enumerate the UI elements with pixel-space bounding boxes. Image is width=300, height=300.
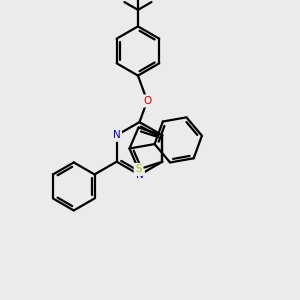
Text: S: S [135, 164, 142, 175]
Text: N: N [136, 170, 143, 180]
Text: O: O [143, 96, 151, 106]
Text: N: N [113, 130, 121, 140]
